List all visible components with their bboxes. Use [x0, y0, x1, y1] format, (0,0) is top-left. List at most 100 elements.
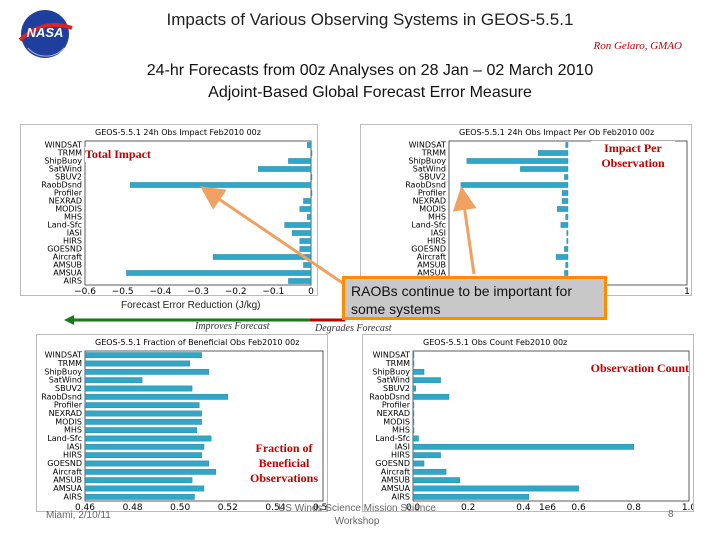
category-label: TRMM [57, 359, 82, 368]
category-label: Profiler [54, 401, 83, 410]
bar [412, 368, 425, 375]
bar [84, 360, 190, 367]
category-label: SatWind [49, 376, 82, 385]
bar [412, 468, 447, 475]
chart-svg: GEOS-5.5.1 24h Obs Impact Feb2010 00z WIN… [41, 128, 314, 295]
x-tick-label: 1.0 [682, 503, 693, 511]
category-label: RaobDsnd [369, 392, 410, 401]
x-tick-label: 0.2 [461, 503, 475, 511]
x-tick-label: −0.1 [262, 287, 284, 295]
x-tick-label: 0.46 [75, 503, 95, 511]
nasa-logo: NASA [14, 8, 76, 60]
x-tick-label: 0.48 [123, 503, 143, 511]
category-label: AMSUA [53, 268, 82, 277]
footer-event: US Winds Science Mission Science Worksho… [278, 503, 436, 527]
category-label: IASI [395, 442, 410, 451]
category-label: AMSUB [381, 476, 410, 485]
x-tick-label: 0.8 [627, 503, 642, 511]
bar [412, 460, 425, 467]
bar [310, 190, 313, 196]
category-label: NEXRAD [377, 409, 410, 418]
x-tick-label: −0.3 [187, 287, 209, 295]
category-label: Land-Sfc [375, 434, 410, 443]
chart-impact-per-ob: GEOS-5.5.1 24h Obs Impact Per Ob Feb2010… [360, 124, 692, 296]
category-label: RaobDsnd [41, 392, 82, 401]
category-label: WINDSAT [45, 140, 82, 149]
bar [412, 435, 419, 442]
category-label: NEXRAD [49, 409, 82, 418]
bar [412, 352, 415, 359]
x-tick-label: −0.5 [112, 287, 134, 295]
x-tick-label: 0.4 [516, 503, 531, 511]
bar [412, 477, 461, 484]
bar [565, 142, 569, 148]
bar [412, 402, 415, 409]
category-label: HIRS [427, 236, 446, 245]
bar [288, 278, 312, 284]
bar [412, 410, 415, 417]
bar [84, 393, 229, 400]
bar [84, 377, 143, 384]
category-label: MHS [428, 212, 446, 221]
chart-annotation: Fraction of Beneficial Observations [247, 441, 321, 486]
category-label: Land-Sfc [411, 220, 446, 229]
bar [84, 410, 202, 417]
bar [284, 222, 312, 228]
category-label: ShipBuoy [372, 367, 410, 376]
bar [565, 262, 569, 268]
plot-frame [84, 350, 324, 502]
category-label: AIRS [64, 276, 82, 285]
bar [310, 150, 313, 156]
bar [299, 206, 312, 212]
chart-svg: GEOS-5.5.1 Obs Count Feb2010 00z WINDSATT… [369, 338, 693, 511]
category-label: GOESND [375, 459, 410, 468]
footer-date: Miami, 2/10/11 [46, 510, 111, 521]
bar [299, 238, 312, 244]
category-label: ShipBuoy [408, 156, 446, 165]
category-label: MODIS [419, 204, 446, 213]
bar [258, 166, 312, 172]
bar [299, 246, 312, 252]
category-label: SatWind [49, 164, 82, 173]
bar [307, 214, 312, 220]
bar [564, 174, 569, 180]
bar [412, 377, 441, 384]
chart-svg: GEOS-5.5.1 Fraction of Beneficial Obs Fe… [41, 338, 327, 511]
bar [561, 198, 569, 204]
bar [555, 254, 569, 260]
category-label: Land-Sfc [47, 434, 82, 443]
chart-title: GEOS-5.5.1 Fraction of Beneficial Obs Fe… [95, 338, 299, 347]
x-tick-label: 0.0 [406, 503, 421, 511]
chart-annotation: Total Impact [85, 147, 175, 162]
category-label: AMSUA [53, 484, 82, 493]
category-label: IASI [431, 228, 446, 237]
x-unit-label: 1e6 [539, 503, 556, 511]
bar [412, 443, 635, 450]
x-tick-label: 0.52 [218, 503, 238, 511]
bar [412, 360, 415, 367]
bar [564, 270, 569, 276]
category-label: SBUV2 [55, 172, 82, 181]
chart-svg: GEOS-5.5.1 24h Obs Impact Per Ob Feb2010… [405, 128, 690, 295]
bar [303, 198, 312, 204]
chart-annotation: Impact Per Observation [591, 141, 675, 171]
bar [566, 238, 569, 244]
subtitle-line-2: Adjoint-Based Global Forecast Error Meas… [208, 84, 532, 101]
category-label: AMSUB [53, 260, 82, 269]
bar [84, 485, 205, 492]
category-label: SBUV2 [419, 172, 446, 181]
category-label: AMSUB [417, 260, 446, 269]
category-label: MHS [64, 212, 82, 221]
category-label: IASI [67, 442, 82, 451]
bar [412, 485, 579, 492]
x-tick-label: 1 [684, 287, 690, 295]
category-label: WINDSAT [45, 351, 82, 360]
improves-label: Improves Forecast [195, 321, 270, 332]
bar [84, 385, 193, 392]
category-label: Aircraft [53, 467, 82, 476]
x-axis-label: Forecast Error Reduction (J/kg) [121, 300, 261, 311]
category-label: Aircraft [417, 252, 446, 261]
category-label: HIRS [391, 451, 410, 460]
category-label: Profiler [382, 401, 411, 410]
